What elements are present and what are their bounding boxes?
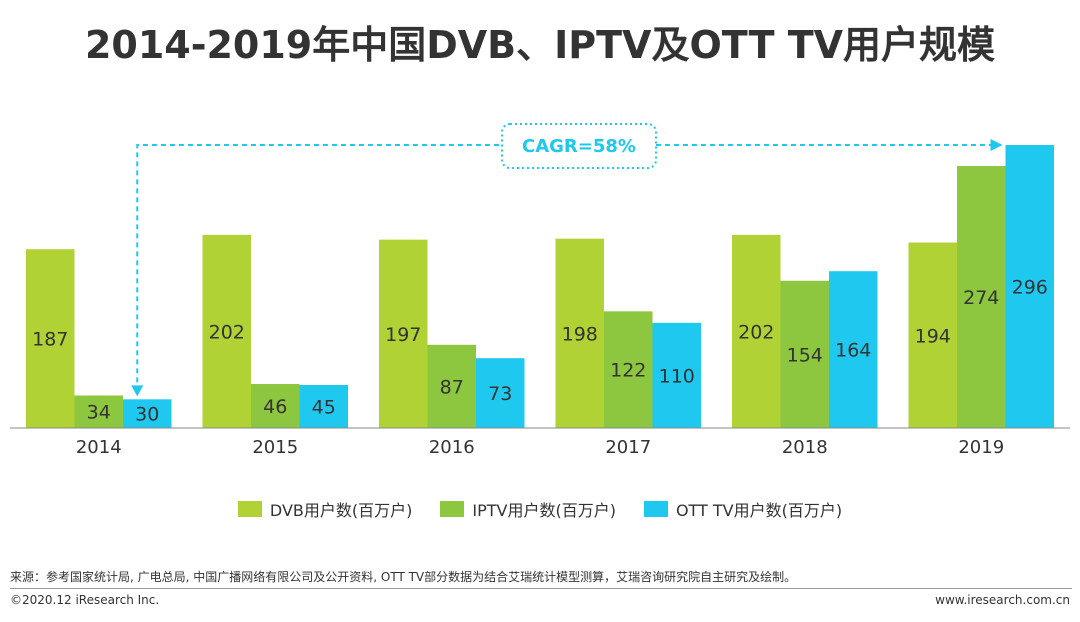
cagr-arrowhead-right: [990, 139, 1003, 151]
copyright: ©2020.12 iResearch Inc.: [10, 593, 160, 607]
bar-2019-s0: [908, 242, 957, 428]
data-label-2019-s2: 296: [1012, 277, 1048, 299]
x-tick-label-2016: 2016: [429, 437, 475, 458]
bar-2014-s1: [74, 395, 123, 428]
legend-swatch-iptv: [440, 501, 465, 517]
data-label-2018-s2: 164: [835, 340, 871, 362]
data-label-2019-s1: 274: [963, 287, 999, 309]
data-label-2014-s1: 34: [87, 402, 111, 424]
bar-2015-s2: [299, 384, 348, 428]
legend: DVB用户数(百万户) IPTV用户数(百万户) OTT TV用户数(百万户): [0, 497, 1080, 521]
data-label-2017-s1: 122: [610, 360, 646, 382]
x-tick-label-2014: 2014: [76, 437, 122, 458]
cagr-label: CAGR=58%: [522, 136, 636, 157]
data-label-2015-s2: 45: [312, 396, 336, 418]
data-label-2016-s0: 197: [385, 324, 421, 346]
x-tick-label-2017: 2017: [605, 437, 651, 458]
bar-2017-s1: [604, 311, 653, 428]
bar-2014-s2: [123, 399, 172, 428]
data-label-2016-s2: 73: [488, 383, 512, 405]
bar-2018-s1: [780, 280, 829, 428]
data-label-2018-s0: 202: [738, 321, 774, 343]
legend-item-iptv: IPTV用户数(百万户): [440, 497, 616, 521]
cagr-arrow-line: [136, 144, 998, 392]
chart-title: 2014-2019年中国DVB、IPTV及OTT TV用户规模: [84, 23, 996, 67]
legend-item-dvb: DVB用户数(百万户): [237, 497, 413, 521]
x-tick-label-2015: 2015: [252, 437, 298, 458]
cagr-label-box: [501, 123, 657, 169]
bar-2015-s1: [251, 384, 300, 428]
bar-2015-s0: [202, 234, 251, 428]
data-label-2018-s1: 154: [787, 344, 823, 366]
legend-label-ott: OTT TV用户数(百万户): [675, 501, 843, 520]
bar-chart: 187 34 30 2014 202 46 45 2015 197 87 73 2016 198 122 1…: [10, 123, 1070, 458]
legend-label-iptv: IPTV用户数(百万户): [472, 501, 616, 520]
bar-2016-s2: [476, 358, 525, 428]
x-tick-label-2019: 2019: [958, 437, 1004, 458]
x-tick-label-2018: 2018: [782, 437, 828, 458]
legend-swatch-dvb: [237, 501, 262, 517]
legend-swatch-ott: [643, 501, 668, 517]
bar-2017-s0: [555, 238, 604, 428]
data-label-2017-s2: 110: [659, 365, 695, 387]
bar-2016-s0: [379, 239, 428, 428]
bar-2018-s0: [732, 234, 781, 428]
data-label-2017-s0: 198: [562, 323, 598, 345]
bar-2019-s2: [1005, 145, 1054, 428]
bar-2019-s1: [957, 166, 1006, 428]
data-label-2015-s0: 202: [209, 321, 245, 343]
data-label-2016-s1: 87: [440, 376, 464, 398]
bar-2018-s2: [829, 271, 878, 428]
data-label-2019-s0: 194: [915, 325, 951, 347]
source-note: 来源：参考国家统计局, 广电总局, 中国广播网络有限公司及公开资料, OTT T…: [10, 568, 1072, 589]
legend-item-ott: OTT TV用户数(百万户): [643, 497, 843, 521]
data-label-2014-s2: 30: [135, 404, 159, 426]
cagr-arrowhead-down: [131, 385, 144, 397]
bar-2016-s1: [427, 344, 476, 428]
website: www.iresearch.com.cn: [935, 593, 1070, 607]
data-label-2015-s1: 46: [263, 396, 287, 418]
bar-2014-s0: [26, 249, 75, 428]
bar-2017-s2: [652, 322, 701, 428]
data-label-2014-s0: 187: [32, 329, 68, 351]
legend-label-dvb: DVB用户数(百万户): [269, 501, 413, 520]
